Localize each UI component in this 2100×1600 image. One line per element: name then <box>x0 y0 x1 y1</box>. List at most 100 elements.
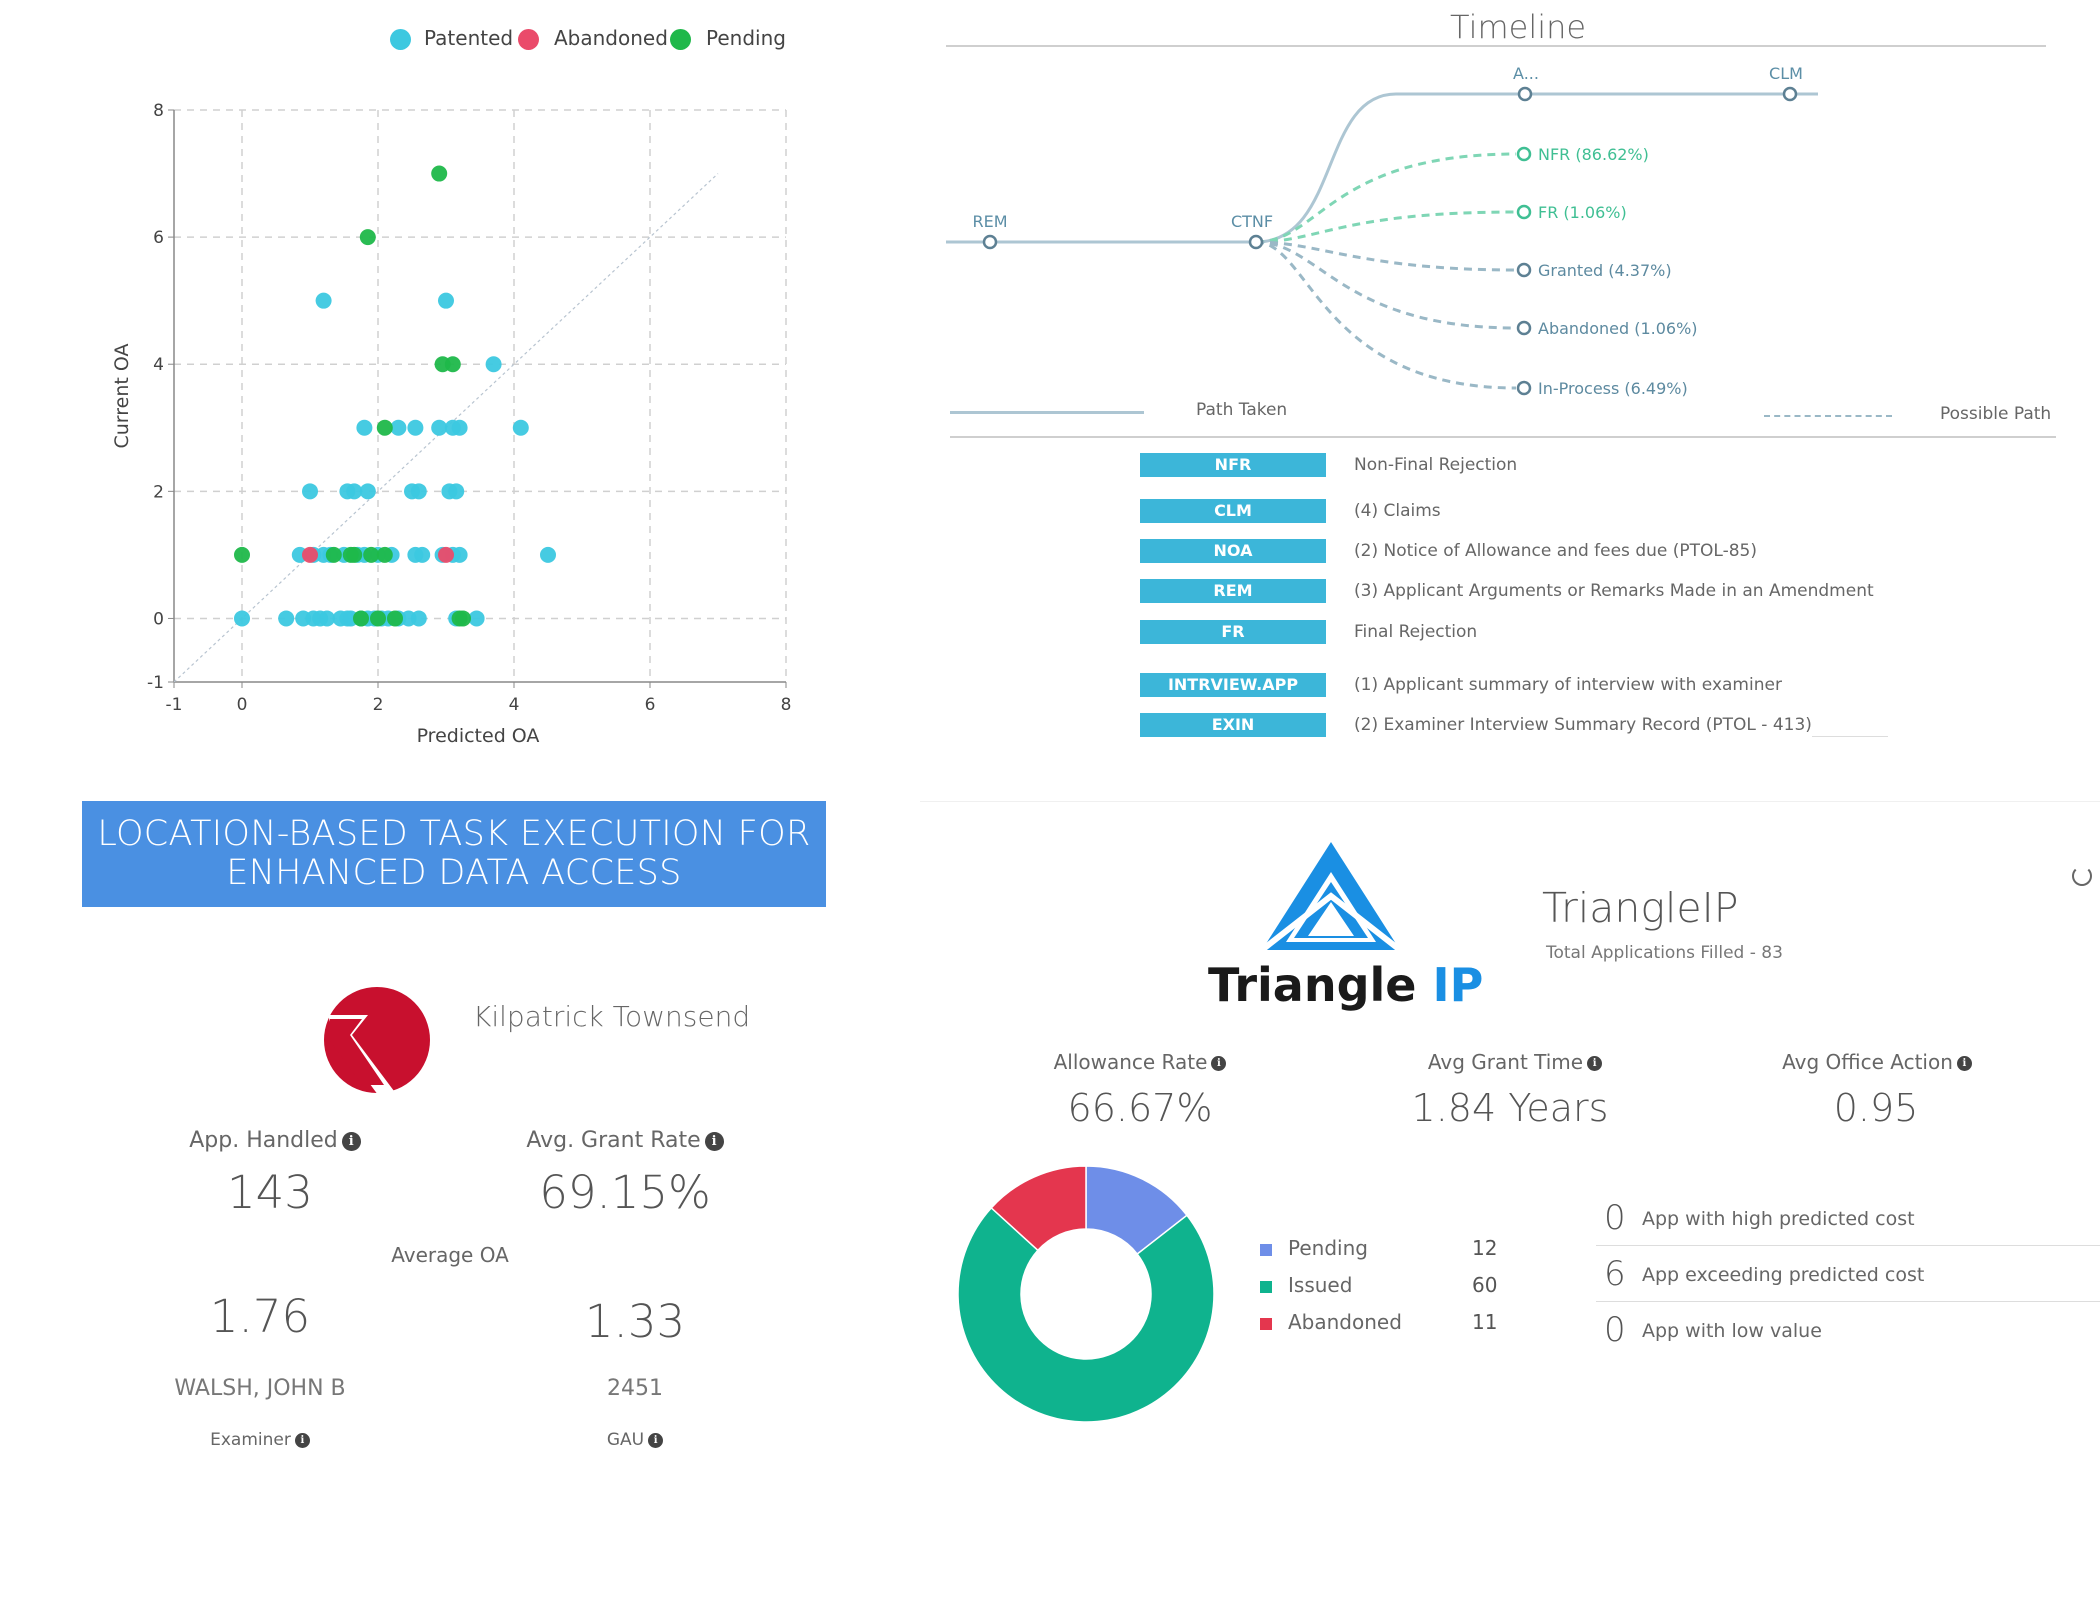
legend-label-abandoned[interactable]: Abandoned <box>554 26 668 50</box>
branch-label-nfr: NFR (86.62%) <box>1538 145 1649 164</box>
prediction-text: App with high predicted cost <box>1642 1208 1915 1230</box>
scatter-point-abandoned[interactable] <box>302 546 318 563</box>
grant-rate-text: Avg. Grant Rate <box>526 1128 701 1153</box>
scatter-point-pending[interactable] <box>376 546 393 563</box>
x-tick-label: 0 <box>237 695 248 715</box>
scatter-point-pending[interactable] <box>346 546 363 563</box>
scatter-point-patented[interactable] <box>319 610 335 627</box>
scatter-point-patented[interactable] <box>315 292 332 309</box>
donut-legend-abandoned: Abandoned 11 <box>1256 1308 1506 1338</box>
examiner-label: Examiner i <box>180 1430 340 1450</box>
scatter-grid <box>173 109 787 683</box>
oa-left-value: 1.76 <box>209 1290 311 1343</box>
node-ctnf[interactable] <box>1248 234 1264 250</box>
office-action-value: 0.95 <box>1833 1086 1919 1130</box>
examiner-name: WALSH, JOHN B <box>174 1376 346 1401</box>
possible-path-inprocess <box>1255 240 1517 390</box>
scatter-point-pending[interactable] <box>363 546 380 563</box>
prediction-row-high-cost[interactable]: 0 App with high predicted cost <box>1596 1190 2100 1246</box>
prediction-row-low-value[interactable]: 0 App with low value <box>1596 1302 2100 1358</box>
node-a[interactable] <box>1517 86 1533 102</box>
scatter-point-patented[interactable] <box>512 419 529 436</box>
code-desc: Non-Final Rejection <box>1354 455 1518 475</box>
donut-slice-issued[interactable] <box>957 1206 1215 1423</box>
legend-swatch-abandoned <box>518 29 539 50</box>
info-icon[interactable]: i <box>1211 1056 1227 1071</box>
scatter-point-pending[interactable] <box>444 356 461 373</box>
scatter-point-pending[interactable] <box>431 165 448 182</box>
scatter-ticks: -1-1 0 0 2 2 4 4 6 6 8 8 <box>147 101 791 715</box>
scatter-point-pending[interactable] <box>325 546 342 563</box>
scatter-point-patented[interactable] <box>346 483 363 500</box>
possible-path-nfr <box>1255 152 1517 244</box>
scatter-point-pending[interactable] <box>376 419 393 436</box>
scatter-point-patented[interactable] <box>448 483 465 500</box>
node-abandoned[interactable] <box>1516 320 1532 336</box>
prediction-text: App exceeding predicted cost <box>1642 1264 1925 1286</box>
node-label-clm: CLM <box>1769 64 1803 83</box>
code-badge: NFR <box>1140 453 1326 477</box>
info-icon[interactable]: i <box>1956 1056 1972 1071</box>
scatter-point-patented[interactable] <box>278 610 295 627</box>
possible-path-label: Possible Path <box>1940 404 2052 424</box>
code-desc: (2) Notice of Allowance and fees due (PT… <box>1354 541 1757 561</box>
scatter-point-abandoned[interactable] <box>438 546 454 563</box>
scatter-point-pending[interactable] <box>387 610 403 627</box>
y-tick-label: 8 <box>153 101 164 121</box>
scatter-point-patented[interactable] <box>485 356 502 373</box>
refresh-icon[interactable] <box>2072 866 2092 886</box>
code-badge: FR <box>1140 620 1326 644</box>
legend-label-pending[interactable]: Pending <box>706 26 786 50</box>
scatter-point-pending[interactable] <box>234 546 250 563</box>
info-icon[interactable]: i <box>294 1432 310 1448</box>
scatter-point-patented[interactable] <box>302 483 318 500</box>
node-inprocess[interactable] <box>1516 380 1532 396</box>
node-rem[interactable] <box>982 234 998 250</box>
info-icon[interactable]: i <box>648 1432 664 1448</box>
banner-line-2: ENHANCED DATA ACCESS <box>226 853 682 893</box>
node-clm[interactable] <box>1782 86 1798 102</box>
scatter-point-patented[interactable] <box>451 419 468 436</box>
node-fr[interactable] <box>1516 204 1532 220</box>
info-icon[interactable]: i <box>704 1131 724 1151</box>
y-tick-label: 6 <box>153 228 164 248</box>
scatter-point-patented[interactable] <box>468 610 485 627</box>
legend-swatch <box>1260 1244 1272 1256</box>
donut-legend-issued: Issued 60 <box>1256 1271 1506 1301</box>
y-tick-label: -1 <box>147 673 164 693</box>
y-tick-label: 4 <box>153 355 164 375</box>
code-badge: NOA <box>1140 539 1326 563</box>
scatter-point-patented[interactable] <box>410 483 427 500</box>
x-tick-label: 6 <box>645 695 656 715</box>
node-label-rem: REM <box>972 212 1007 231</box>
info-icon[interactable]: i <box>341 1131 361 1151</box>
code-desc: (1) Applicant summary of interview with … <box>1354 675 1782 695</box>
scatter-point-patented[interactable] <box>234 610 250 627</box>
donut-slice-abandoned[interactable] <box>990 1165 1087 1252</box>
info-icon[interactable]: i <box>1587 1056 1603 1071</box>
scatter-point-pending[interactable] <box>455 610 471 627</box>
firm-name: Kilpatrick Townsend <box>473 1000 751 1033</box>
x-tick-label: 4 <box>509 695 520 715</box>
scatter-point-patented[interactable] <box>390 419 407 436</box>
scatter-point-pending[interactable] <box>359 229 376 246</box>
scatter-point-patented[interactable] <box>438 292 454 309</box>
node-granted[interactable] <box>1516 262 1532 278</box>
scatter-point-patented[interactable] <box>356 419 373 436</box>
scatter-point-patented[interactable] <box>410 610 427 627</box>
scatter-point-patented[interactable] <box>431 419 448 436</box>
scatter-legend: Patented Abandoned Pending <box>386 24 806 54</box>
prediction-row-exceeding[interactable]: 6 App exceeding predicted cost <box>1596 1246 2100 1302</box>
scatter-point-patented[interactable] <box>359 483 376 500</box>
x-tick-label: -1 <box>166 695 183 715</box>
legend-name: Issued <box>1288 1273 1353 1297</box>
scatter-point-pending[interactable] <box>370 610 386 627</box>
path-taken-line <box>950 411 1144 414</box>
legend-label-patented[interactable]: Patented <box>424 26 514 50</box>
scatter-point-patented[interactable] <box>414 546 431 563</box>
scatter-point-patented[interactable] <box>407 419 424 436</box>
scatter-point-patented[interactable] <box>451 546 468 563</box>
scatter-point-pending[interactable] <box>353 610 369 627</box>
scatter-point-patented[interactable] <box>540 546 556 563</box>
node-nfr[interactable] <box>1516 146 1532 162</box>
